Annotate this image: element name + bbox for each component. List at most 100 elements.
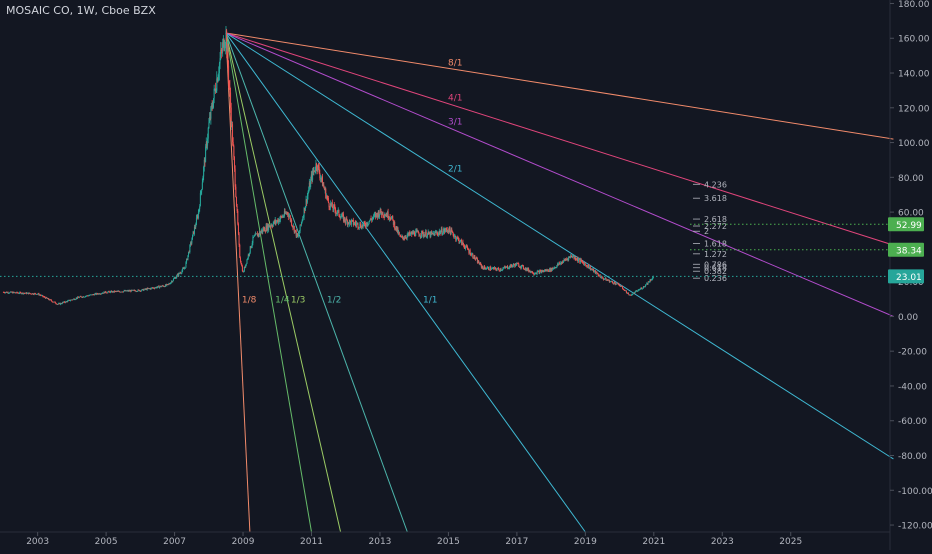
candle-body bbox=[196, 216, 198, 218]
candle-body bbox=[49, 299, 51, 301]
candle-body bbox=[649, 279, 651, 282]
candle-body bbox=[276, 220, 278, 222]
candle-body bbox=[479, 262, 481, 265]
candle-body bbox=[409, 233, 411, 235]
candle-body bbox=[316, 163, 318, 168]
candle-body bbox=[285, 212, 287, 214]
candle-body bbox=[114, 291, 116, 292]
x-tick-label: 2003 bbox=[26, 537, 49, 547]
candle-body bbox=[182, 268, 184, 271]
candle-body bbox=[158, 285, 160, 288]
candle-body bbox=[251, 245, 253, 248]
x-tick-label: 2015 bbox=[437, 537, 460, 547]
candle-body bbox=[595, 270, 597, 274]
candle-body bbox=[82, 296, 84, 298]
candle-body bbox=[423, 234, 425, 237]
fan-label-2-1: 2/1 bbox=[448, 165, 462, 175]
candle-body bbox=[320, 177, 322, 179]
candle-body bbox=[558, 262, 560, 265]
candle-body bbox=[243, 271, 245, 273]
candle-body bbox=[278, 219, 280, 222]
candle-body bbox=[602, 278, 604, 280]
candle-body bbox=[446, 229, 448, 232]
candle-body bbox=[138, 289, 140, 292]
candle-body bbox=[617, 283, 619, 284]
candle-body bbox=[598, 275, 600, 277]
candle-body bbox=[57, 304, 59, 305]
candle-body bbox=[330, 203, 332, 206]
price-axis[interactable]: 180.00 160.00 140.00 120.00 100.00 80.00 60.00… bbox=[889, 0, 932, 550]
candle-body bbox=[299, 224, 301, 231]
candle-body bbox=[4, 292, 6, 294]
candle-body bbox=[396, 228, 398, 232]
candle-body bbox=[52, 301, 54, 303]
gann-fan[interactable]: 8/1 4/1 3/1 2/1 1/1 1/2 1/31/4 1/8 bbox=[225, 32, 894, 533]
candle-body bbox=[391, 216, 393, 218]
candle-body bbox=[378, 211, 380, 217]
candle-body bbox=[287, 212, 289, 215]
candle-body bbox=[607, 280, 609, 281]
candle-body bbox=[100, 293, 102, 295]
candle-body bbox=[560, 262, 562, 264]
candle-body bbox=[26, 293, 28, 294]
candle-body bbox=[522, 265, 524, 269]
candle-body bbox=[496, 269, 498, 271]
candle-body bbox=[614, 282, 616, 285]
candle-body bbox=[25, 292, 27, 294]
candle-body bbox=[208, 122, 210, 129]
candle-body bbox=[613, 282, 615, 284]
candle-body bbox=[50, 299, 52, 301]
candle-body bbox=[321, 176, 323, 187]
candle-body bbox=[398, 232, 400, 234]
candle-body bbox=[529, 270, 531, 273]
candle-body bbox=[182, 268, 184, 270]
candle-body bbox=[16, 291, 18, 293]
candle-body bbox=[121, 291, 123, 293]
candle-body bbox=[81, 296, 83, 298]
candle-body bbox=[502, 268, 504, 270]
candle-body bbox=[448, 227, 450, 233]
candle-body bbox=[564, 259, 566, 261]
candle-body bbox=[9, 292, 11, 293]
candle-body bbox=[222, 39, 224, 44]
candle-body bbox=[511, 265, 513, 267]
candle-body bbox=[396, 226, 398, 232]
candle-body bbox=[238, 233, 240, 245]
candle-body bbox=[214, 88, 216, 92]
candle-body bbox=[51, 300, 53, 302]
candle-body bbox=[236, 205, 238, 211]
candle-body bbox=[141, 289, 143, 291]
time-axis[interactable]: 2003 2005 2007 2009 2011 2013 2015 2017 2019 2021… bbox=[0, 531, 890, 547]
candle-body bbox=[329, 207, 331, 209]
candle-body bbox=[514, 263, 516, 267]
candle-body bbox=[499, 269, 501, 271]
candle-body bbox=[205, 146, 207, 163]
candle-body bbox=[561, 261, 563, 264]
candle-body bbox=[83, 296, 85, 298]
candle-body bbox=[366, 222, 368, 226]
candle-body bbox=[266, 225, 268, 231]
candle-body bbox=[351, 219, 353, 221]
candle-body bbox=[371, 218, 373, 221]
fib-level-label: 2.272 bbox=[704, 222, 727, 231]
candle-body bbox=[612, 281, 614, 284]
candle-body bbox=[104, 291, 106, 294]
candle-body bbox=[631, 294, 633, 296]
candle-body bbox=[221, 50, 223, 52]
candle-body bbox=[552, 268, 554, 269]
candle-body bbox=[33, 293, 35, 295]
y-tick-label: 140.00 bbox=[898, 70, 930, 80]
candle-body bbox=[159, 285, 161, 287]
candle-body bbox=[248, 254, 250, 256]
candle-body bbox=[566, 259, 568, 260]
candle-body bbox=[623, 290, 625, 291]
candle-body bbox=[276, 221, 278, 223]
candle-body bbox=[354, 222, 356, 224]
candle-body bbox=[520, 266, 522, 268]
candle-body bbox=[485, 268, 487, 270]
candle-body bbox=[224, 43, 226, 48]
candle-body bbox=[369, 220, 371, 222]
